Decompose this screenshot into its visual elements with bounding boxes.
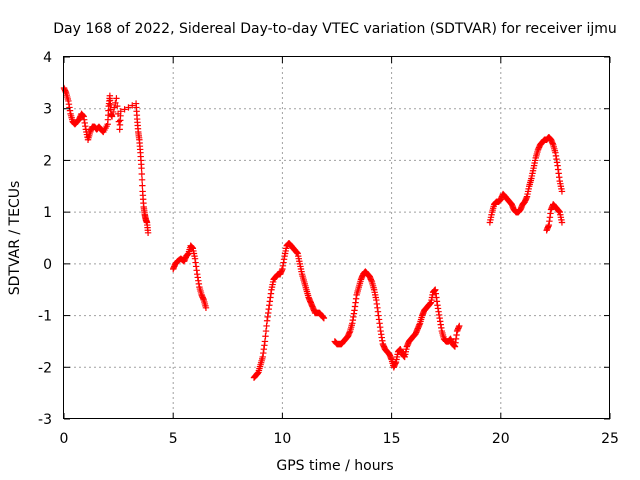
x-tick-label: 15 (383, 431, 401, 447)
data-point (108, 113, 116, 120)
data-point (139, 182, 146, 189)
data-point (202, 304, 210, 312)
y-tick-label: 1 (43, 205, 52, 221)
data-point (558, 219, 566, 226)
y-tick-label: 0 (43, 257, 52, 273)
data-point (121, 106, 128, 113)
data-point (558, 188, 566, 195)
y-tick-label: -3 (38, 412, 52, 428)
x-tick-label: 25 (601, 431, 619, 447)
data-point (125, 104, 132, 111)
x-tick-label: 20 (492, 431, 510, 447)
data-point (144, 229, 152, 237)
data-point (113, 95, 120, 102)
data-point (129, 102, 136, 109)
data-point (138, 170, 146, 178)
data-point (114, 102, 121, 110)
axis-ticks (63, 56, 611, 420)
x-tick-label: 10 (273, 431, 291, 447)
y-tick-label: 3 (43, 102, 52, 118)
data-point (109, 108, 117, 116)
plot-frame (63, 56, 610, 419)
y-tick-label: 4 (43, 50, 52, 66)
x-tick-label: 5 (169, 431, 178, 447)
data-point (112, 99, 119, 107)
x-tick-labels: 0 5 10 15 20 25 (60, 431, 619, 447)
y-tick-label: -2 (38, 360, 52, 376)
x-tick-label: 0 (60, 431, 69, 447)
data-markers (60, 84, 566, 381)
chart-title: Day 168 of 2022, Sidereal Day-to-day VTE… (53, 21, 617, 37)
data-point (138, 164, 145, 172)
y-axis-title: SDTVAR / TECUs (7, 181, 23, 296)
data-point (320, 314, 328, 322)
y-tick-label: -1 (38, 309, 52, 325)
data-point (115, 118, 123, 125)
data-point (111, 104, 118, 111)
data-point (117, 108, 124, 115)
data-point (456, 322, 463, 330)
data-point (138, 176, 146, 184)
y-tick-labels: -3 -2 -1 0 1 2 3 4 (38, 50, 52, 428)
grid-lines (64, 57, 610, 419)
x-axis-title: GPS time / hours (276, 458, 393, 474)
y-tick-label: 2 (43, 153, 52, 169)
